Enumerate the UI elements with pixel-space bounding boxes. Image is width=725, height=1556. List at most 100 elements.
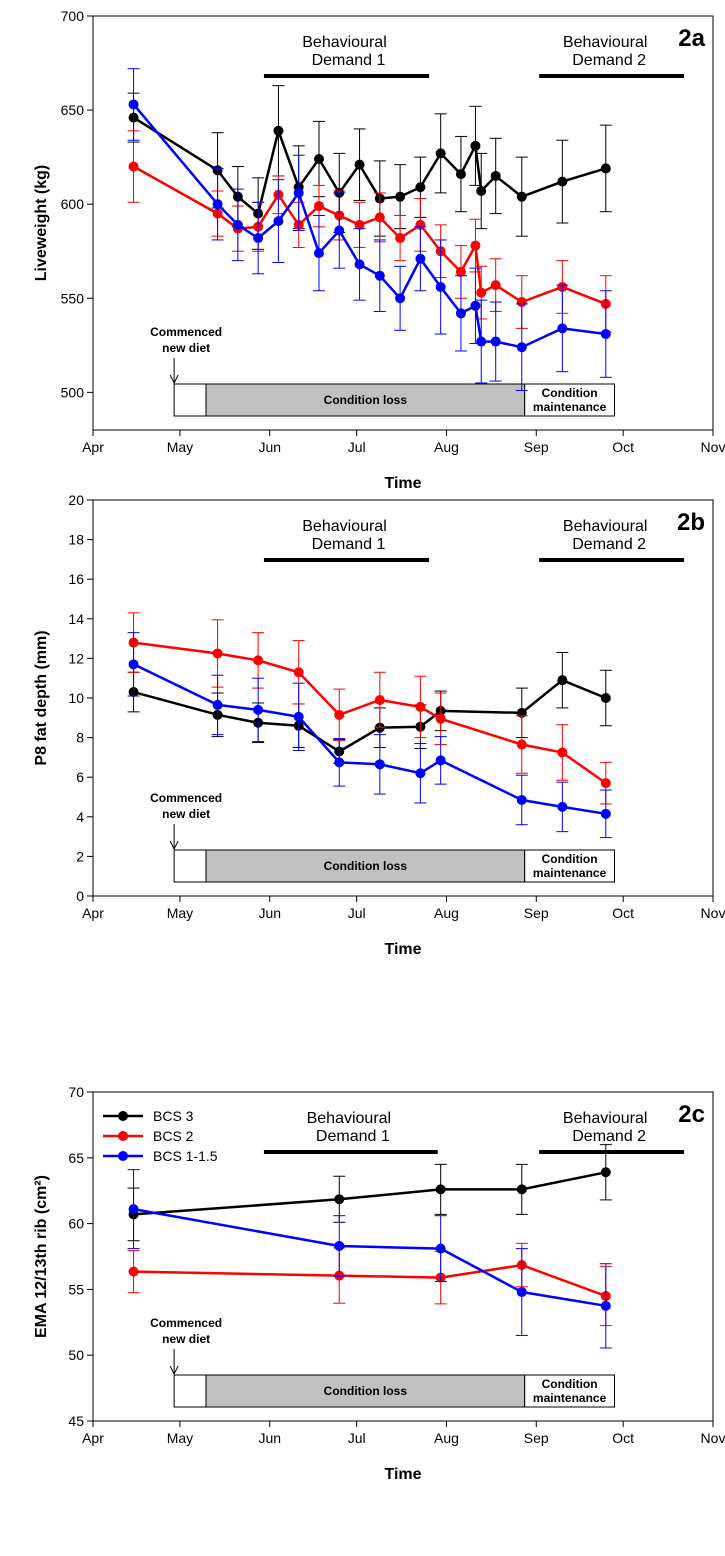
data-point (600, 1167, 611, 1178)
phase-label: Condition (542, 852, 598, 866)
data-point (253, 704, 264, 715)
diet-arrow-head (169, 374, 179, 385)
data-point (395, 191, 406, 202)
series-bcs-3 (127, 85, 612, 250)
x-tick-label: Jun (258, 905, 281, 921)
data-point (128, 99, 139, 110)
diet-annotation: new diet (162, 341, 210, 355)
plot-frame (92, 15, 714, 431)
data-point (600, 808, 611, 819)
x-tick-label: Apr (82, 1430, 104, 1446)
data-point (600, 778, 611, 789)
data-point (600, 163, 611, 174)
behavioural-demand-label: Demand 2 (572, 1128, 646, 1145)
diet-annotation: new diet (162, 1332, 210, 1346)
x-tick-label: May (167, 439, 193, 455)
series-bcs-2 (127, 1242, 612, 1327)
data-point (253, 655, 264, 666)
legend-marker (118, 1131, 128, 1141)
data-point (435, 1243, 446, 1254)
data-point (354, 259, 365, 270)
data-point (293, 667, 304, 678)
legend-label: BCS 2 (153, 1128, 194, 1144)
series-bcs-2 (127, 612, 612, 805)
x-tick-label: Jul (348, 1430, 366, 1446)
x-tick-label: Oct (612, 439, 634, 455)
y-tick-label: 14 (68, 611, 84, 627)
plot-frame (92, 1091, 714, 1422)
data-point (435, 755, 446, 766)
data-point (557, 675, 568, 686)
behavioural-demand-label: Demand 1 (312, 52, 386, 69)
data-point (212, 648, 223, 659)
data-point (455, 266, 466, 277)
data-point (470, 240, 481, 251)
y-tick-label: 16 (68, 571, 84, 587)
x-tick-label: May (167, 1430, 193, 1446)
phase-label: Condition loss (324, 393, 408, 407)
data-point (334, 1194, 345, 1205)
data-point (516, 1287, 527, 1298)
data-point (435, 1184, 446, 1195)
data-point (374, 212, 385, 223)
legend-label: BCS 1-1.5 (153, 1148, 218, 1164)
x-axis-label: Time (384, 941, 421, 958)
data-point (600, 693, 611, 703)
data-point (334, 225, 345, 236)
series-bcs-2 (127, 130, 612, 333)
x-tick-label: May (167, 905, 193, 921)
behavioural-demand-label: Behavioural (563, 34, 648, 51)
y-tick-label: 70 (68, 1084, 84, 1100)
y-tick-label: 6 (76, 769, 84, 785)
data-point (415, 253, 426, 264)
diet-arrow-head (169, 1365, 179, 1376)
data-point (516, 1184, 527, 1195)
phase-box (205, 1374, 526, 1408)
y-tick-label: 60 (68, 1216, 84, 1232)
data-point (232, 219, 243, 230)
panel-label: 2c (678, 1101, 705, 1128)
data-point (516, 191, 527, 202)
y-tick-label: 2 (76, 848, 84, 864)
series-line (133, 641, 607, 785)
y-tick-label: 0 (76, 888, 84, 904)
data-point (253, 233, 264, 244)
legend-marker (118, 1151, 128, 1161)
diet-annotation: Commenced (150, 325, 222, 339)
x-axis-label: Time (384, 475, 421, 492)
behavioural-demand-label: Behavioural (307, 1110, 392, 1127)
series-line (133, 1207, 607, 1308)
series-bcs-1-1-5 (127, 632, 612, 839)
x-tick-label: Apr (82, 439, 104, 455)
series-line (133, 1171, 607, 1216)
series-line (133, 1263, 607, 1298)
y-tick-label: 8 (76, 730, 84, 746)
diet-annotation: Commenced (150, 1316, 222, 1330)
data-point (374, 759, 385, 770)
phase-box (173, 849, 207, 883)
phase-label: maintenance (533, 1391, 607, 1405)
phase-label: Condition (542, 386, 598, 400)
phase-box (205, 849, 526, 883)
data-point (415, 768, 426, 779)
phase-box (524, 1374, 615, 1408)
y-tick-label: 12 (68, 650, 84, 666)
data-point (435, 713, 446, 724)
y-tick-label: 50 (68, 1347, 84, 1363)
data-point (557, 176, 568, 187)
y-tick-label: 65 (68, 1150, 84, 1166)
behavioural-demand-label: Demand 1 (316, 1128, 390, 1145)
x-tick-label: Aug (434, 439, 459, 455)
x-tick-label: Sep (524, 1430, 549, 1446)
data-point (455, 308, 466, 319)
phase-label: Condition (542, 1377, 598, 1391)
data-point (516, 794, 527, 805)
panel-label: 2b (677, 509, 705, 536)
data-point (557, 747, 568, 758)
diet-annotation: Commenced (150, 791, 222, 805)
y-axis-label: P8 fat depth (mm) (33, 630, 50, 765)
behavioural-demand-label: Demand 2 (572, 52, 646, 69)
x-tick-label: Nov (701, 905, 725, 921)
x-tick-label: Nov (701, 439, 725, 455)
y-axis-label: Liveweight (kg) (33, 165, 50, 281)
